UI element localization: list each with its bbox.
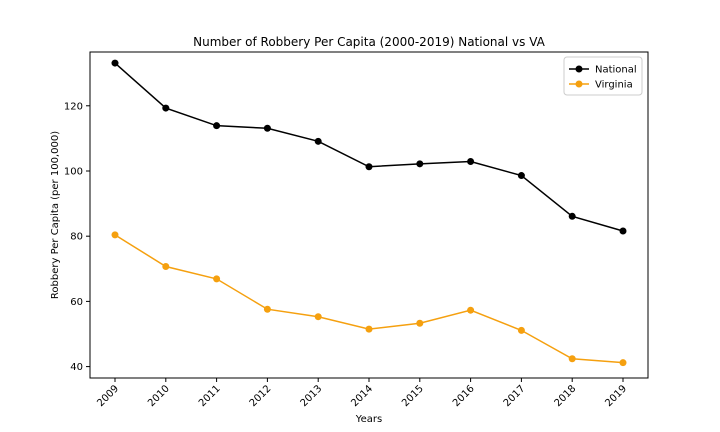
data-point-virginia: [111, 231, 119, 239]
y-tick-label: 40: [70, 362, 83, 373]
plot-area: 40 60 80 100 120 2009 2010 2011 2012 2013 2014 2015…: [64, 51, 649, 409]
x-tick-label: 2018: [553, 383, 579, 409]
x-tick-label: 2013: [299, 383, 325, 409]
legend-box: [563, 56, 643, 96]
data-point-virginia: [162, 263, 170, 271]
x-tick-label: 2011: [197, 383, 223, 409]
y-tick-label: 120: [64, 101, 83, 112]
data-point-national: [365, 163, 373, 171]
legend-marker-national: [575, 65, 583, 73]
legend-label-virginia: Virginia: [595, 80, 633, 91]
data-point-national: [517, 172, 525, 180]
data-point-virginia: [416, 319, 424, 327]
x-tick-label: 2009: [95, 383, 121, 409]
data-point-national: [213, 122, 221, 130]
y-tick-label: 80: [70, 232, 83, 243]
series-line-national: [114, 62, 624, 232]
x-tick-label: 2017: [502, 383, 528, 409]
x-axis-title: Years: [355, 414, 382, 425]
data-point-virginia: [213, 275, 221, 283]
data-point-virginia: [517, 326, 525, 334]
data-point-national: [568, 212, 576, 220]
data-point-national: [162, 104, 170, 112]
x-tick-label: 2014: [349, 383, 375, 409]
data-point-virginia: [314, 313, 322, 321]
data-point-national: [619, 227, 627, 235]
x-tick-label: 2012: [248, 383, 274, 409]
data-point-virginia: [365, 325, 373, 333]
x-tick-label: 2019: [603, 383, 629, 409]
data-point-virginia: [263, 305, 271, 313]
data-point-virginia: [619, 359, 627, 367]
legend-marker-virginia: [575, 80, 583, 88]
series-line-virginia: [114, 234, 624, 364]
data-point-national: [111, 59, 119, 67]
data-point-national: [416, 160, 424, 168]
data-point-national: [314, 137, 322, 145]
data-point-virginia: [568, 355, 576, 363]
data-point-virginia: [467, 306, 475, 314]
legend-label-national: National: [595, 65, 637, 76]
y-tick-label: 60: [70, 297, 83, 308]
legend: National Virginia: [563, 56, 643, 96]
y-axis-title: Robbery Per Capita (per 100,000): [50, 131, 61, 299]
chart-title: Number of Robbery Per Capita (2000-2019)…: [193, 35, 546, 49]
x-tick-label: 2015: [400, 383, 426, 409]
data-point-national: [467, 158, 475, 166]
x-tick-label: 2010: [146, 383, 172, 409]
x-tick-label: 2016: [451, 383, 477, 409]
y-tick-label: 100: [64, 166, 83, 177]
data-point-national: [263, 124, 271, 132]
